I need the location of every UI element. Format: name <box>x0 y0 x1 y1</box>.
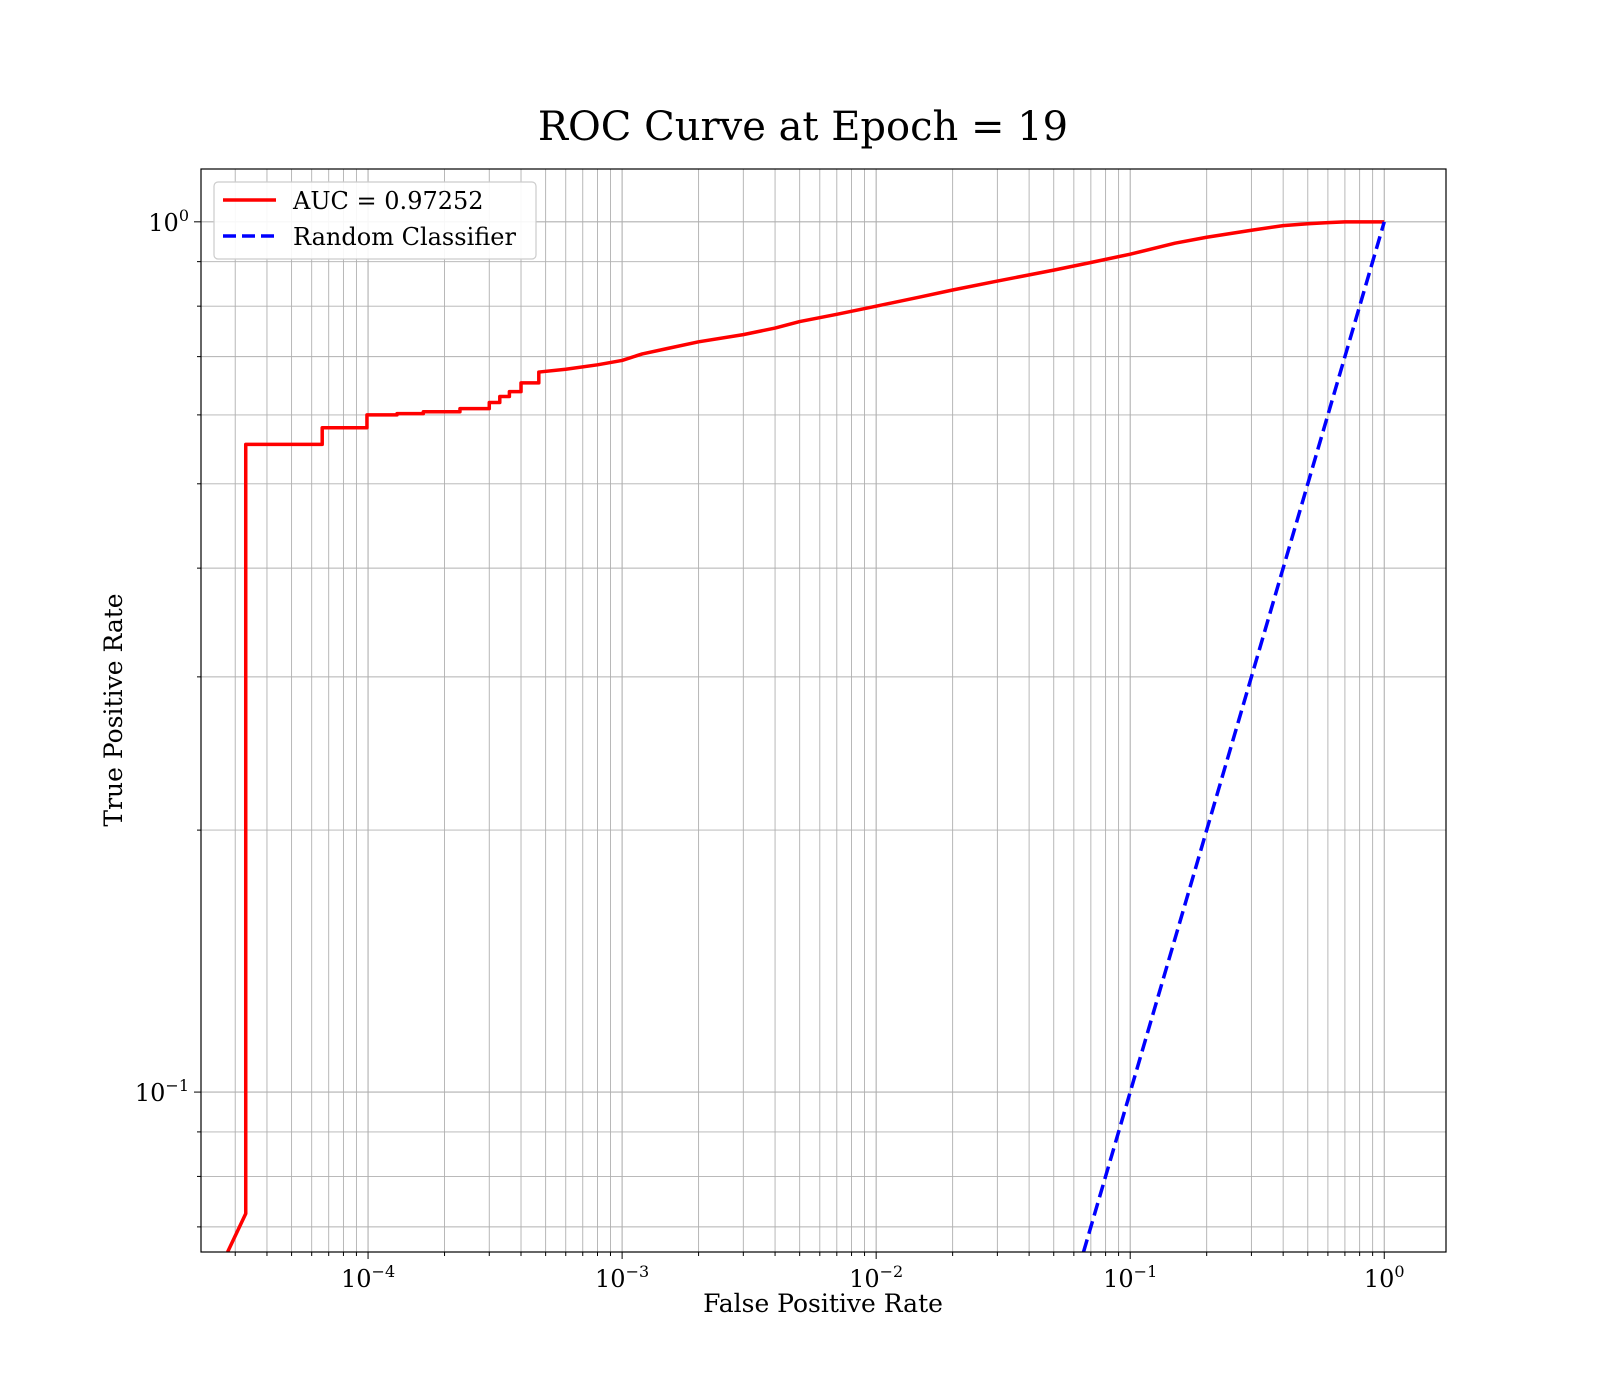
y-axis-label: True Positive Rate <box>99 593 128 826</box>
series-line-auc <box>226 220 1385 1252</box>
x-axis-label: False Positive Rate <box>703 1289 943 1318</box>
legend-label-random-classifier: Random Classifier <box>293 223 516 251</box>
axis-ticks: 10−4 10−3 10−2 10−1 100 10−1 100 <box>135 206 1405 1293</box>
legend-label-auc: AUC = 0.97252 <box>292 187 484 215</box>
x-tick-label: 10−1 <box>1103 1262 1157 1293</box>
legend: AUC = 0.97252 Random Classifier <box>213 181 537 260</box>
legend-box <box>213 181 537 260</box>
plot-area <box>226 220 1386 1252</box>
y-tick-label: 100 <box>148 206 189 237</box>
x-tick-label: 10−3 <box>595 1262 649 1293</box>
y-tick-label: 10−1 <box>135 1076 189 1107</box>
chart-title: ROC Curve at Epoch = 19 <box>538 104 1068 150</box>
x-tick-label: 100 <box>1364 1262 1405 1293</box>
series-line-random-classifier <box>1081 221 1386 1252</box>
grid-lines <box>201 169 1446 1252</box>
x-tick-label: 10−2 <box>849 1262 903 1293</box>
axes-frame <box>200 168 1447 1253</box>
x-tick-label: 10−4 <box>341 1262 395 1293</box>
